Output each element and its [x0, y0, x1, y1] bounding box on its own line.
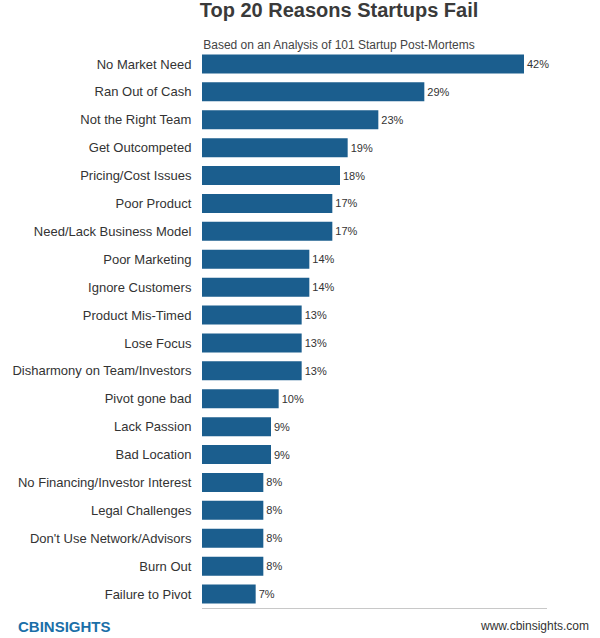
svg-text:17%: 17% [335, 197, 357, 209]
svg-text:Ignore Customers: Ignore Customers [88, 280, 192, 295]
svg-text:17%: 17% [335, 225, 357, 237]
svg-text:Need/Lack Business Model: Need/Lack Business Model [34, 224, 192, 239]
svg-text:Failure to Pivot: Failure to Pivot [105, 587, 192, 602]
svg-text:13%: 13% [305, 365, 327, 377]
svg-text:Legal Challenges: Legal Challenges [91, 503, 192, 518]
svg-text:9%: 9% [274, 449, 290, 461]
svg-text:No Financing/Investor Interest: No Financing/Investor Interest [18, 475, 192, 490]
svg-text:Poor Product: Poor Product [116, 196, 192, 211]
svg-text:23%: 23% [381, 114, 403, 126]
svg-text:Lack Passion: Lack Passion [114, 419, 191, 434]
svg-text:29%: 29% [427, 86, 449, 98]
svg-text:Disharmony on Team/Investors: Disharmony on Team/Investors [12, 363, 191, 378]
svg-text:Pivot gone bad: Pivot gone bad [105, 391, 192, 406]
svg-text:13%: 13% [305, 309, 327, 321]
svg-text:18%: 18% [343, 170, 365, 182]
svg-text:14%: 14% [312, 281, 334, 293]
svg-text:8%: 8% [266, 504, 282, 516]
svg-text:14%: 14% [312, 253, 334, 265]
svg-text:Product Mis-Timed: Product Mis-Timed [83, 308, 192, 323]
svg-text:www.cbinsights.com: www.cbinsights.com [480, 619, 589, 633]
svg-text:Pricing/Cost Issues: Pricing/Cost Issues [80, 168, 192, 183]
svg-text:Bad Location: Bad Location [115, 447, 191, 462]
svg-text:13%: 13% [305, 337, 327, 349]
svg-text:8%: 8% [266, 560, 282, 572]
svg-text:Based on an Analysis of 101 St: Based on an Analysis of 101 Startup Post… [203, 38, 474, 52]
svg-text:Poor Marketing: Poor Marketing [103, 252, 191, 267]
svg-text:Burn Out: Burn Out [139, 559, 191, 574]
svg-text:8%: 8% [266, 476, 282, 488]
svg-text:No Market Need: No Market Need [97, 57, 192, 72]
svg-text:42%: 42% [527, 58, 549, 70]
svg-text:CBINSIGHTS: CBINSIGHTS [18, 618, 111, 635]
svg-text:Ran Out of Cash: Ran Out of Cash [95, 84, 192, 99]
svg-text:7%: 7% [259, 588, 275, 600]
svg-text:Top 20 Reasons Startups Fail: Top 20 Reasons Startups Fail [200, 0, 479, 21]
svg-text:9%: 9% [274, 421, 290, 433]
svg-text:19%: 19% [351, 142, 373, 154]
svg-text:Not the Right Team: Not the Right Team [80, 112, 191, 127]
svg-text:Don't Use Network/Advisors: Don't Use Network/Advisors [30, 531, 192, 546]
svg-text:10%: 10% [282, 393, 304, 405]
svg-text:8%: 8% [266, 532, 282, 544]
svg-text:Get Outcompeted: Get Outcompeted [89, 140, 192, 155]
svg-text:Lose Focus: Lose Focus [124, 336, 192, 351]
